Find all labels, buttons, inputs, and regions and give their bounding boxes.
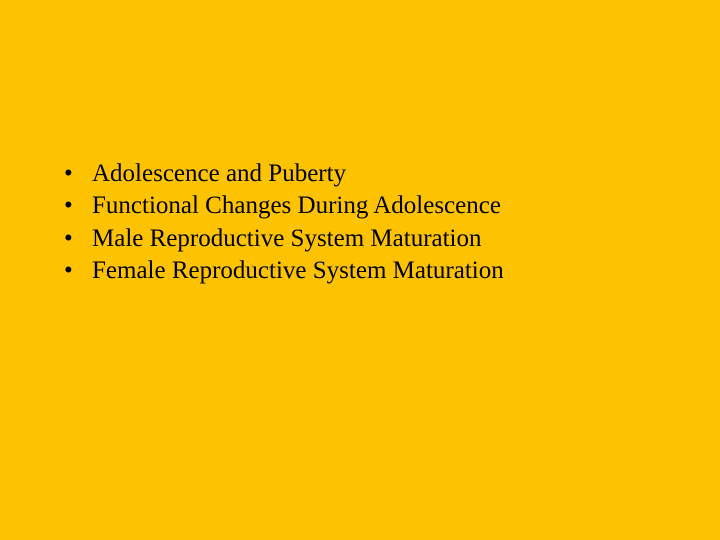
bullet-icon: •	[64, 158, 92, 190]
bullet-text: Female Reproductive System Maturation	[92, 255, 720, 287]
bullet-text: Male Reproductive System Maturation	[92, 223, 720, 255]
list-item: • Adolescence and Puberty	[64, 158, 720, 190]
bullet-icon: •	[64, 223, 92, 255]
list-item: • Male Reproductive System Maturation	[64, 223, 720, 255]
bullet-text: Functional Changes During Adolescence	[92, 190, 720, 222]
bullet-icon: •	[64, 190, 92, 222]
bullet-text: Adolescence and Puberty	[92, 158, 720, 190]
slide: • Adolescence and Puberty • Functional C…	[0, 0, 720, 540]
bullet-icon: •	[64, 255, 92, 287]
bullet-list: • Adolescence and Puberty • Functional C…	[64, 158, 720, 287]
list-item: • Functional Changes During Adolescence	[64, 190, 720, 222]
list-item: • Female Reproductive System Maturation	[64, 255, 720, 287]
